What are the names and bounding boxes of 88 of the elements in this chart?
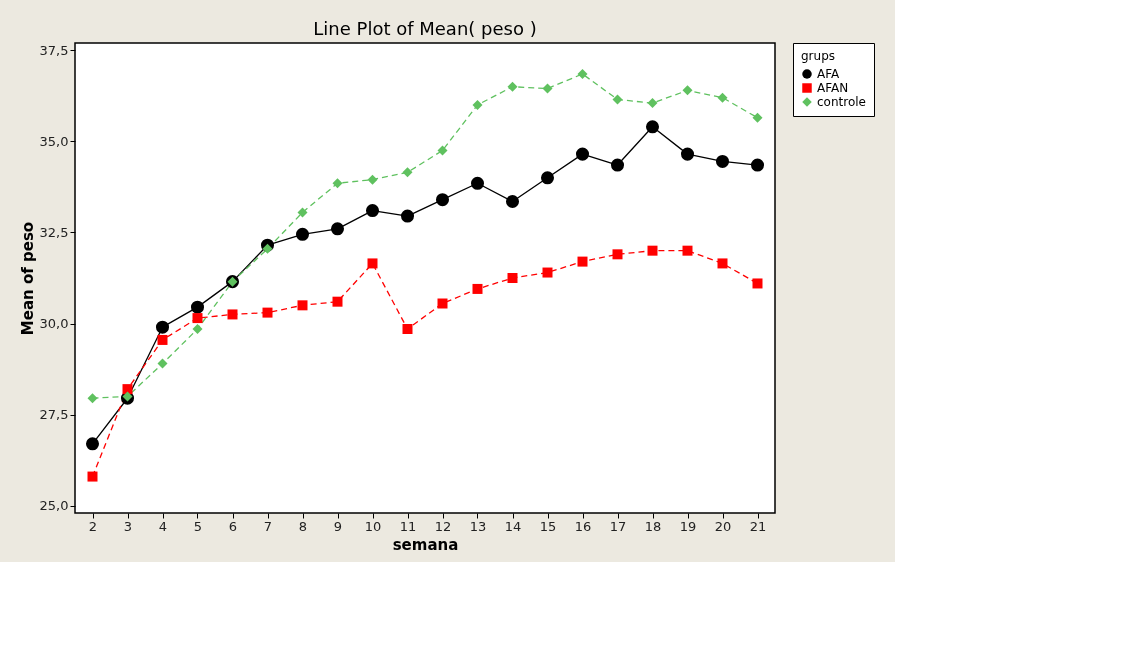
- x-tick-label: 10: [364, 518, 382, 534]
- x-tick-label: 8: [298, 518, 308, 534]
- point: [332, 178, 343, 189]
- x-tick-label: 15: [539, 518, 557, 534]
- point: [540, 171, 555, 185]
- point: [470, 176, 485, 190]
- x-tick-label: 3: [123, 518, 133, 534]
- point: [577, 68, 588, 79]
- y-tick-label: 27,5: [39, 407, 69, 423]
- point: [682, 245, 693, 256]
- point: [472, 99, 483, 110]
- legend-label: AFAN: [817, 81, 849, 95]
- point: [87, 471, 98, 482]
- point: [262, 243, 273, 254]
- x-tick-label: 16: [574, 518, 592, 534]
- point: [717, 258, 728, 269]
- point: [295, 227, 310, 241]
- point: [402, 324, 413, 335]
- point: [752, 278, 763, 289]
- point: [472, 283, 483, 294]
- x-tick-label: 6: [228, 518, 238, 534]
- x-tick-label: 19: [679, 518, 697, 534]
- point: [190, 300, 205, 314]
- point: [647, 245, 658, 256]
- x-tick-label: 2: [88, 518, 98, 534]
- point: [122, 384, 133, 395]
- x-tick-label: 4: [158, 518, 168, 534]
- point: [542, 83, 553, 94]
- x-tick-label: 9: [333, 518, 343, 534]
- point: [157, 358, 168, 369]
- legend-label: controle: [817, 95, 866, 109]
- y-tick-label: 37,5: [39, 42, 69, 58]
- point: [542, 267, 553, 278]
- point: [717, 92, 728, 103]
- point: [612, 94, 623, 105]
- point: [157, 334, 168, 345]
- point: [367, 258, 378, 269]
- x-tick-label: 12: [434, 518, 452, 534]
- x-axis-title: semana: [392, 535, 459, 554]
- point: [752, 112, 763, 123]
- point: [575, 147, 590, 161]
- point: [297, 300, 308, 311]
- x-tick-label: 14: [504, 518, 522, 534]
- point: [612, 249, 623, 260]
- x-tick-label: 7: [263, 518, 273, 534]
- point: [365, 204, 380, 218]
- point: [332, 296, 343, 307]
- y-axis-title: Mean of peso: [18, 221, 37, 336]
- legend-title: grups: [801, 49, 836, 63]
- point: [507, 81, 518, 92]
- x-tick-label: 18: [644, 518, 662, 534]
- point: [227, 309, 238, 320]
- point: [87, 393, 98, 404]
- point: [402, 167, 413, 178]
- x-tick-label: 21: [749, 518, 767, 534]
- point: [610, 158, 625, 172]
- y-tick-label: 25,0: [39, 498, 69, 514]
- x-tick-label: 13: [469, 518, 487, 534]
- legend-label: AFA: [817, 67, 841, 81]
- point: [715, 154, 730, 168]
- point: [435, 193, 450, 207]
- point: [330, 222, 345, 236]
- point: [680, 147, 695, 161]
- x-tick-label: 5: [193, 518, 203, 534]
- point: [647, 98, 658, 109]
- point: [507, 273, 518, 283]
- point: [682, 85, 693, 96]
- y-tick-label: 35,0: [39, 133, 69, 149]
- point: [437, 298, 448, 309]
- point: [367, 174, 378, 185]
- x-tick-label: 11: [399, 518, 417, 534]
- point: [437, 145, 448, 156]
- point: [297, 207, 308, 218]
- y-tick-label: 32,5: [39, 224, 69, 240]
- point: [155, 320, 170, 334]
- x-tick-label: 20: [714, 518, 732, 534]
- point: [85, 437, 100, 451]
- x-tick-label: 17: [609, 518, 627, 534]
- point: [577, 256, 588, 267]
- point: [262, 307, 273, 318]
- chart-title: Line Plot of Mean( peso ): [313, 17, 537, 39]
- point: [192, 324, 203, 335]
- point: [400, 209, 415, 223]
- point: [192, 313, 203, 324]
- y-tick-label: 30,0: [39, 316, 69, 332]
- point: [505, 194, 520, 208]
- point: [645, 120, 660, 134]
- point: [750, 158, 765, 172]
